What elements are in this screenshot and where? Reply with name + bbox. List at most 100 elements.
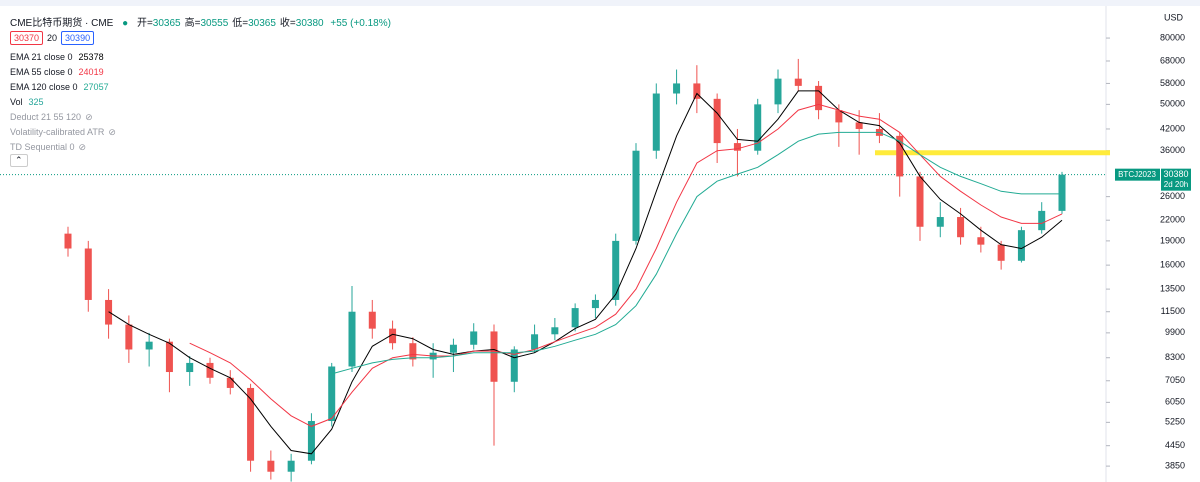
ohlc: 开=30365 高=30555 低=30365 收=30380 xyxy=(137,18,328,29)
y-tick-label: 9900 xyxy=(1165,327,1185,337)
ema-line xyxy=(331,131,1062,375)
candle-body xyxy=(815,85,823,111)
y-tick-label: 4450 xyxy=(1165,440,1185,450)
legend-name: EMA 55 close 0 xyxy=(10,67,73,77)
candle-body xyxy=(84,248,92,300)
legend-value: 24019 xyxy=(78,67,104,77)
candle-body xyxy=(64,233,72,249)
y-tick-label: 6050 xyxy=(1165,397,1185,407)
y-tick-label: 13500 xyxy=(1160,283,1185,293)
candle-body xyxy=(328,366,336,422)
candle-body xyxy=(186,362,194,373)
legend-entry: Deduct 21 55 120 ⊘ xyxy=(10,112,93,123)
legend-value: 325 xyxy=(28,97,44,107)
candle-body xyxy=(1038,210,1046,231)
currency[interactable]: USD xyxy=(1164,12,1184,22)
candle-body xyxy=(510,349,518,382)
symbol[interactable]: CME比特币期货 · CME xyxy=(10,18,114,29)
hidden-icon: ⊘ xyxy=(108,127,116,137)
candle-body xyxy=(145,341,153,350)
y-tick-label: 19000 xyxy=(1160,235,1185,245)
candle-body xyxy=(1058,174,1066,211)
candle-body xyxy=(125,324,133,350)
candle-body xyxy=(997,244,1005,261)
candle-body xyxy=(571,308,579,328)
quote: 30370 20 30390 xyxy=(10,31,98,45)
y-tick-label: 22000 xyxy=(1160,215,1185,225)
candle-body xyxy=(835,110,843,123)
candle-body xyxy=(206,362,214,378)
legend-entry: EMA 120 close 0 27057 xyxy=(10,82,109,92)
y-tick-label: 3850 xyxy=(1165,460,1185,470)
candle-body xyxy=(165,341,173,373)
ohlc-value: 30365 xyxy=(152,18,181,29)
candle-body xyxy=(774,78,782,105)
candle-body xyxy=(733,143,741,151)
ohlc-value: 30555 xyxy=(200,18,229,29)
bid[interactable]: 30370 xyxy=(10,31,44,45)
change-pct: (+0.18%) xyxy=(350,18,391,29)
candle-body xyxy=(591,299,599,309)
spread: 20 xyxy=(47,33,58,43)
change: +55 xyxy=(330,18,348,29)
candle-body xyxy=(389,328,397,344)
candle-body xyxy=(632,150,640,241)
ohlc-value: 30380 xyxy=(295,18,324,29)
indicator-name: Deduct 21 55 120 xyxy=(10,112,82,122)
price-tag xyxy=(1115,168,1160,181)
candle-body xyxy=(693,83,701,99)
candle-body xyxy=(794,78,802,86)
legend-entry: EMA 55 close 0 24019 xyxy=(10,67,104,77)
candle-body xyxy=(368,311,376,329)
indicator-name: Volatility-calibrated ATR xyxy=(10,127,105,137)
y-tick-label: 42000 xyxy=(1160,123,1185,133)
legend-name: EMA 21 close 0 xyxy=(10,52,73,62)
legend-entry: Volatility-calibrated ATR ⊘ xyxy=(10,127,116,138)
candle-body xyxy=(896,135,904,177)
legend-name: EMA 120 close 0 xyxy=(10,82,78,92)
y-tick-label: 5250 xyxy=(1165,417,1185,427)
legend-entry: Vol 325 xyxy=(10,97,44,107)
candle-body xyxy=(470,331,478,345)
y-tick-label: 26000 xyxy=(1160,191,1185,201)
candle-body xyxy=(673,83,681,94)
hidden-icon: ⊘ xyxy=(78,142,87,152)
symbol-tag: BTCJ2023 xyxy=(1118,170,1156,179)
legend-entry: EMA 21 close 0 25378 xyxy=(10,52,104,62)
ema-line xyxy=(108,90,1063,455)
dot: ● xyxy=(122,18,129,29)
legend-name: Vol xyxy=(10,97,23,107)
candle-body xyxy=(490,331,498,382)
candle-body xyxy=(957,217,965,238)
candle-body xyxy=(612,240,620,300)
y-tick-label: 36000 xyxy=(1160,145,1185,155)
ohlc-label: 低= xyxy=(232,18,249,29)
ohlc-label: 开= xyxy=(136,18,153,29)
candle-body xyxy=(449,344,457,353)
candle-body xyxy=(652,93,660,151)
legend-entry: TD Sequential 0 ⊘ xyxy=(10,142,86,153)
collapse[interactable]: ⌃ xyxy=(10,154,28,167)
candle-body xyxy=(754,104,762,151)
candle-body xyxy=(348,311,356,367)
candle-body xyxy=(226,377,234,388)
candle-body xyxy=(267,460,275,472)
candle-body xyxy=(713,98,721,144)
candle-body xyxy=(287,460,295,472)
last-price: 30380 xyxy=(1163,169,1188,179)
y-tick-label: 11500 xyxy=(1161,306,1185,316)
toolbar-edge xyxy=(0,0,1200,6)
ohlc-label: 收= xyxy=(279,18,296,29)
candle-body xyxy=(409,343,417,360)
ema-line xyxy=(189,103,1063,427)
y-tick-label: 7050 xyxy=(1165,375,1185,385)
candle-body xyxy=(977,237,985,245)
price-tag xyxy=(1161,168,1191,191)
ohlc-label: 高= xyxy=(184,18,201,29)
ask[interactable]: 30390 xyxy=(61,31,95,45)
candle-body xyxy=(307,421,315,461)
y-tick-label: 16000 xyxy=(1160,260,1185,270)
y-tick-label: 8300 xyxy=(1165,352,1185,362)
